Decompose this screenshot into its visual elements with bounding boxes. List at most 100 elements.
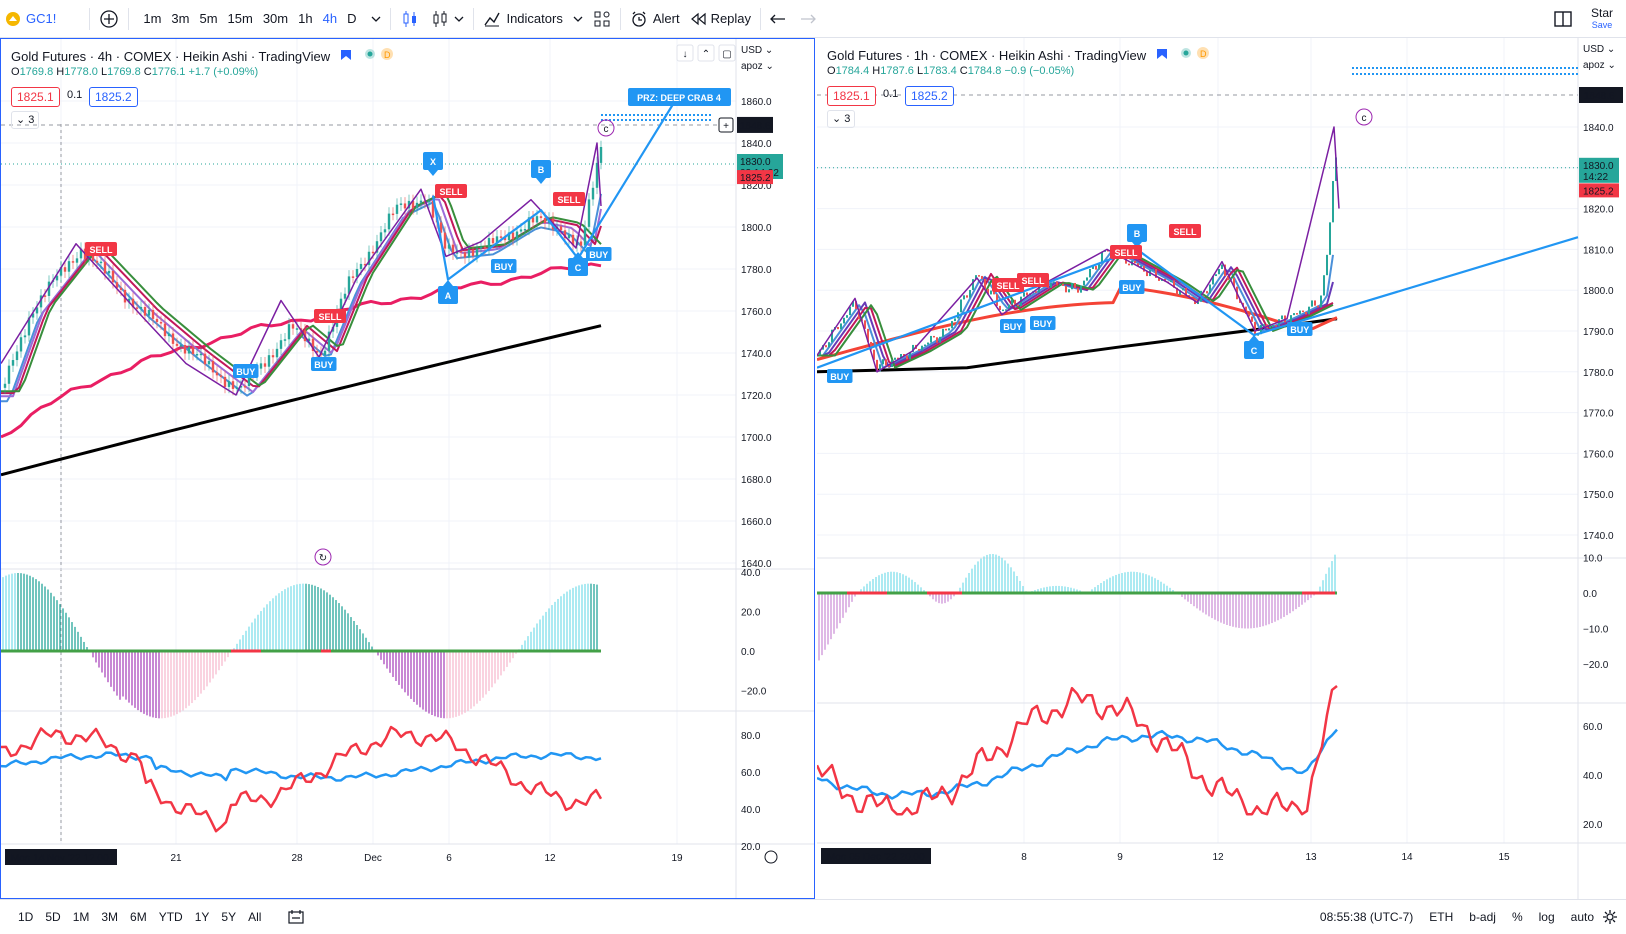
undo-button[interactable] (765, 0, 793, 38)
star-save-button[interactable]: Star Save (1586, 0, 1618, 38)
collapse-glyph: ⌃ (702, 49, 710, 60)
timeframe-1m[interactable]: 1m (143, 11, 162, 26)
range-6m[interactable]: 6M (130, 910, 147, 924)
range-5y[interactable]: 5Y (221, 910, 237, 924)
range-3m[interactable]: 3M (101, 910, 119, 924)
templates-button[interactable] (588, 0, 616, 38)
ha-candle (843, 317, 845, 324)
auto-scale-toggle[interactable]: auto (1570, 910, 1594, 924)
sell-price-button[interactable]: 1825.1 (11, 87, 60, 107)
range-5d[interactable]: 5D (45, 910, 61, 924)
chart-type-button[interactable] (425, 0, 469, 38)
ha-candle (1011, 299, 1013, 305)
sync-icon[interactable] (314, 548, 332, 566)
signal-buy-4-bg (233, 364, 259, 378)
collapse-icon[interactable] (697, 44, 715, 62)
bar-style-button[interactable] (395, 0, 425, 38)
wave-c-circle (597, 119, 615, 137)
percent-scale-toggle[interactable]: % (1511, 910, 1523, 924)
timeframe-dropdown[interactable] (366, 0, 386, 38)
prz-label-bg (628, 88, 731, 106)
timeframe-D[interactable]: D (347, 11, 357, 26)
flag-icon[interactable] (340, 49, 352, 61)
point-c-label-box (568, 258, 588, 276)
timeframe-4h[interactable]: 4h (322, 11, 338, 26)
ha-candle (1170, 280, 1172, 283)
settings-icon[interactable] (1602, 909, 1618, 925)
svg-text:D: D (1200, 49, 1207, 59)
buy-price-button[interactable]: 1825.2 (905, 86, 954, 106)
timeframe-5m[interactable]: 5m (199, 11, 218, 26)
calendar-range-icon[interactable] (287, 909, 305, 925)
adjustment-toggle[interactable]: b-adj (1469, 910, 1496, 924)
range-1d[interactable]: 1D (18, 910, 34, 924)
ha-candle (1269, 325, 1271, 329)
indicator-collapse-button[interactable]: ⌄ 3 (827, 110, 856, 128)
ha-candle (855, 301, 857, 310)
arrow-down-icon[interactable] (676, 44, 694, 62)
macd-tick: 10.0 (1583, 554, 1603, 565)
ha-candle (1071, 282, 1073, 290)
macd-tick: 0.0 (741, 647, 755, 658)
ha-candle (1293, 313, 1295, 316)
range-1y[interactable]: 1Y (194, 910, 210, 924)
ha-candle (1074, 282, 1076, 289)
maximize-icon[interactable] (718, 44, 736, 62)
ha-candle (837, 327, 839, 330)
ha-candle (1134, 260, 1136, 264)
sell-price-button[interactable]: 1825.1 (827, 86, 876, 106)
divider (619, 7, 621, 30)
timeframe-1h[interactable]: 1h (298, 11, 313, 26)
ha-candle (1197, 301, 1199, 305)
replay-button[interactable]: Replay (685, 0, 756, 38)
range-all[interactable]: All (248, 910, 262, 924)
range-ytd[interactable]: YTD (158, 910, 183, 924)
alert-button[interactable]: Alert (625, 0, 685, 38)
prz-price-label-bg (1579, 87, 1623, 103)
ha-candle (1323, 275, 1325, 296)
ha-candle (1095, 265, 1097, 270)
ha-candle (1062, 283, 1064, 286)
ha-candle (924, 344, 926, 347)
save-label: Save (1591, 19, 1613, 30)
axis-settings-icon[interactable] (764, 850, 778, 864)
left-chart-pane[interactable]: 1860.0 1840.0 1820.0 1800.0 1780.0 1760.0 1740… (0, 38, 815, 899)
signal-buy-7: BUY (589, 250, 608, 260)
ha-candle (1320, 295, 1322, 308)
ha-candle (876, 359, 878, 372)
compare-add-button[interactable] (94, 0, 124, 38)
ha-candle (1317, 305, 1319, 308)
left-chart-canvas[interactable]: 1860.0 1840.0 1820.0 1800.0 1780.0 1760.0 1740… (1, 39, 814, 898)
log-scale-toggle[interactable]: log (1538, 910, 1555, 924)
indicators-button[interactable]: Indicators (478, 0, 587, 38)
right-chart-canvas[interactable]: 1840.0 1830.0 1820.0 1810.0 1800.0 1790.0 1780… (817, 38, 1626, 899)
indicator-collapse-button[interactable]: ⌄ 3 (11, 111, 40, 129)
indicators-label: Indicators (506, 11, 563, 26)
timeframe-3m[interactable]: 3m (171, 11, 190, 26)
signal-sell-3-bg (1017, 273, 1049, 287)
layout-button[interactable] (1548, 0, 1578, 38)
range-1m[interactable]: 1M (72, 910, 90, 924)
price-tick: 1770.0 (1583, 409, 1614, 420)
buy-price-button[interactable]: 1825.2 (89, 87, 138, 107)
ha-candle (1026, 292, 1028, 296)
timeframe-30m[interactable]: 30m (262, 11, 289, 26)
session-toggle[interactable]: ETH (1429, 910, 1454, 924)
right-chart-pane[interactable]: 1840.0 1830.0 1820.0 1810.0 1800.0 1790.0 1780… (817, 38, 1626, 899)
add-alert-button[interactable] (718, 117, 734, 133)
prz-price-label: 1848.6 (740, 121, 771, 132)
signal-buy-5: BUY (314, 360, 333, 370)
clock-readout[interactable]: 08:55:38 (UTC-7) (1319, 910, 1414, 924)
signal-sell-2: SELL (996, 281, 1020, 291)
symbol-search[interactable]: GC1! (0, 0, 61, 38)
flag-icon[interactable] (1156, 48, 1168, 60)
redo-button[interactable] (793, 0, 821, 38)
ha-candle (1035, 291, 1037, 293)
ha-candle (1206, 291, 1208, 294)
ask-price-label: 1825.2 (1583, 186, 1614, 197)
ha-candle (972, 279, 974, 291)
ha-candle (840, 323, 842, 330)
ha-candle (1008, 304, 1010, 310)
ha-candle (1101, 251, 1103, 264)
timeframe-15m[interactable]: 15m (227, 11, 253, 26)
